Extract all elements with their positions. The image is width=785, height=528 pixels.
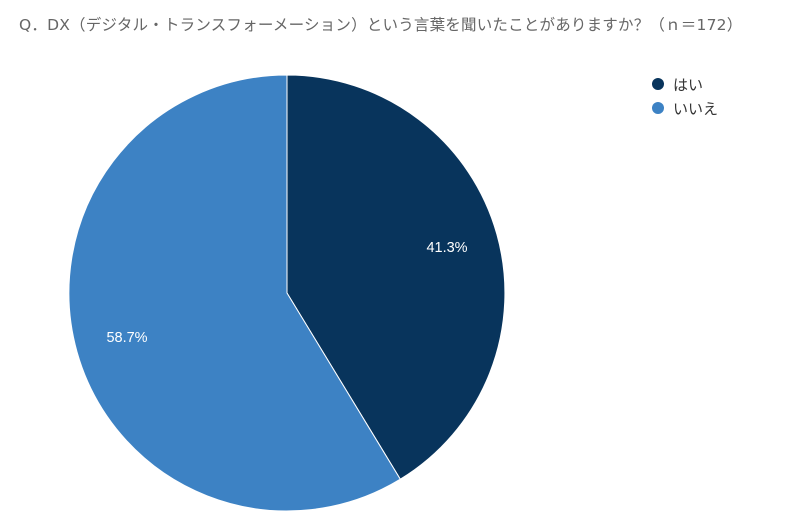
slice-label-no: 58.7% [106, 330, 147, 346]
legend-label: いいえ [673, 99, 719, 118]
legend-dot-icon [652, 102, 664, 114]
legend-label: はい [673, 75, 704, 94]
legend-dot-icon [652, 78, 664, 90]
pie-slice-yes[interactable] [286, 74, 506, 480]
legend: はい いいえ [652, 72, 718, 120]
pie-slice-no[interactable] [68, 74, 401, 512]
legend-item-no[interactable]: いいえ [652, 96, 718, 120]
slice-label-yes: 41.3% [426, 240, 467, 256]
legend-item-yes[interactable]: はい [652, 72, 718, 96]
chart-title: Q．DX（デジタル・トランスフォーメーション）という言葉を聞いたことがありますか… [19, 16, 743, 34]
